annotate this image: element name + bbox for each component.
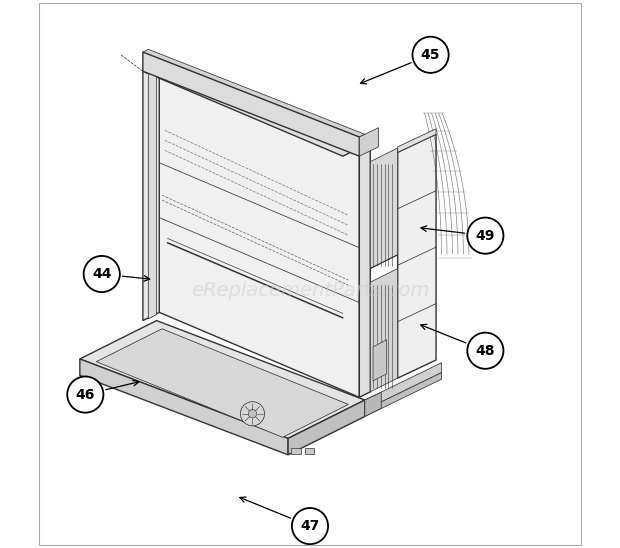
Polygon shape [370, 148, 397, 269]
Polygon shape [96, 329, 348, 437]
Polygon shape [365, 373, 441, 416]
Text: 49: 49 [476, 229, 495, 243]
Circle shape [467, 218, 503, 254]
Polygon shape [360, 128, 378, 156]
Circle shape [467, 333, 503, 369]
Circle shape [67, 376, 104, 413]
Polygon shape [360, 148, 370, 397]
Polygon shape [80, 321, 365, 438]
Text: 44: 44 [92, 267, 112, 281]
Polygon shape [397, 129, 436, 152]
Polygon shape [143, 49, 365, 137]
Circle shape [412, 37, 449, 73]
Polygon shape [80, 359, 288, 455]
Text: 46: 46 [76, 387, 95, 402]
Polygon shape [365, 363, 441, 410]
Circle shape [248, 409, 257, 418]
Polygon shape [370, 269, 397, 392]
Text: 48: 48 [476, 344, 495, 358]
Polygon shape [143, 63, 159, 321]
Polygon shape [373, 340, 387, 381]
Text: 47: 47 [300, 519, 320, 533]
Polygon shape [159, 63, 360, 397]
Polygon shape [143, 63, 360, 156]
Bar [291, 448, 301, 454]
Polygon shape [288, 400, 365, 455]
Circle shape [241, 402, 265, 426]
Text: 45: 45 [421, 48, 440, 62]
Polygon shape [143, 52, 360, 156]
Polygon shape [365, 392, 381, 416]
Bar [304, 448, 314, 454]
Polygon shape [397, 134, 436, 378]
Text: eReplacementParts.com: eReplacementParts.com [191, 281, 429, 300]
Circle shape [292, 508, 328, 544]
Circle shape [84, 256, 120, 292]
Polygon shape [148, 68, 157, 319]
